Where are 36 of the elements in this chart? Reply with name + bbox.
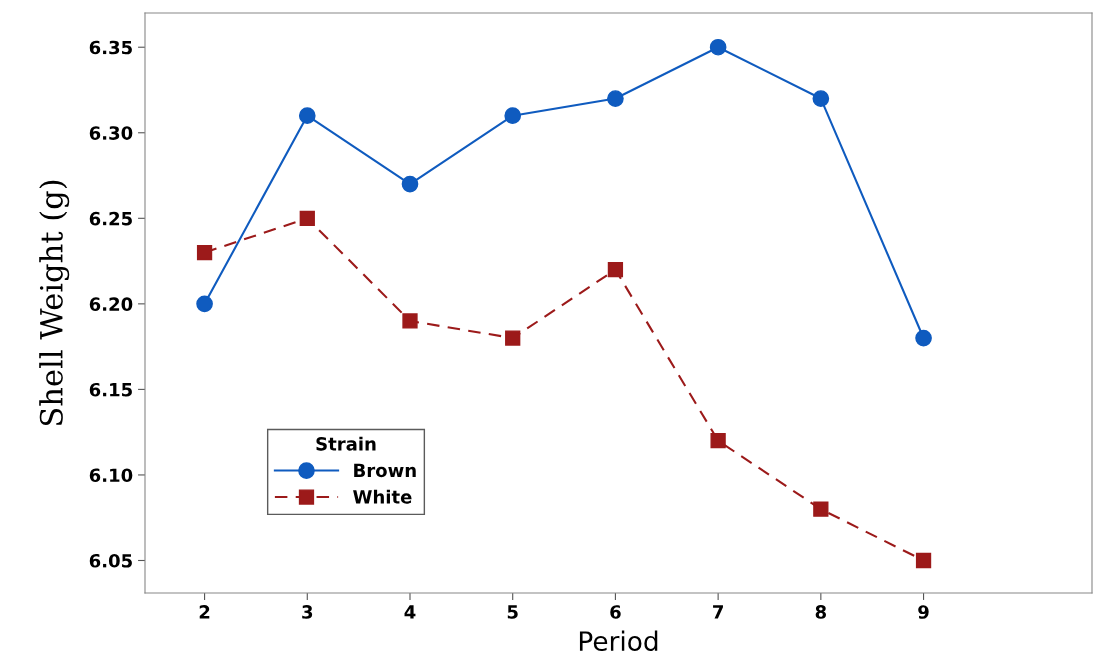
- point: [607, 261, 624, 278]
- x-tick-label: 4: [404, 605, 416, 619]
- y-tick-label: 6.10: [89, 468, 133, 483]
- y-axis-title: Shell Weight (g): [39, 180, 70, 426]
- x-axis-title: Period: [579, 630, 658, 652]
- x-tick-label: 7: [713, 605, 723, 619]
- y-tick-label: 6.30: [89, 126, 133, 140]
- point: [813, 501, 829, 517]
- y-tick-label: 6.35: [89, 40, 132, 55]
- x-tick-label: 6: [610, 605, 621, 619]
- y-tick-label: 6.05: [89, 553, 132, 568]
- x-tick-label: 3: [302, 605, 313, 619]
- point: [299, 210, 315, 226]
- legend-label: Brown: [354, 463, 416, 478]
- point: [504, 107, 522, 124]
- point: [505, 330, 521, 346]
- point: [196, 295, 213, 313]
- point: [915, 552, 932, 569]
- point: [298, 107, 316, 124]
- point: [710, 433, 726, 449]
- point: [401, 175, 419, 193]
- point: [607, 90, 624, 107]
- x-tick-label: 2: [199, 605, 210, 619]
- x-tick-label: 5: [507, 605, 518, 619]
- point: [812, 90, 830, 107]
- point: [709, 38, 727, 56]
- point: [196, 244, 213, 261]
- legend-title: Strain: [316, 436, 376, 451]
- point: [915, 329, 932, 347]
- x-tick-label: 9: [918, 605, 929, 619]
- legend-label: White: [353, 489, 412, 504]
- y-tick-label: 6.25: [89, 211, 132, 226]
- y-tick-label: 6.15: [89, 382, 132, 397]
- x-tick-label: 8: [815, 605, 826, 619]
- point: [402, 313, 418, 329]
- y-tick-label: 6.20: [89, 297, 133, 311]
